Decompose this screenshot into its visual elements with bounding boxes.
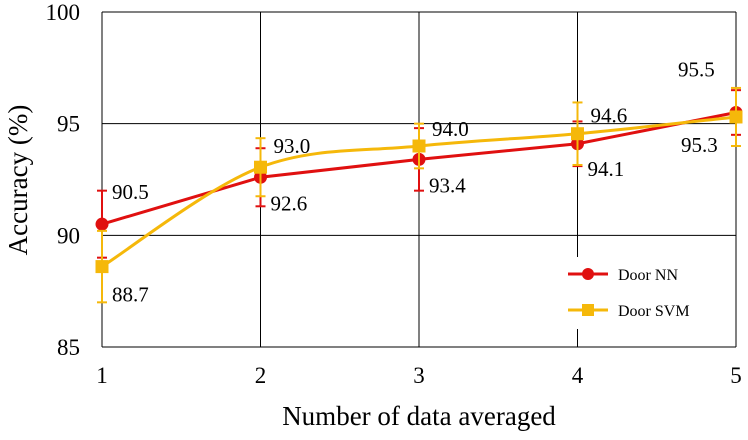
data-point bbox=[95, 260, 109, 274]
legend-swatch-marker bbox=[582, 268, 594, 280]
y-tick-label: 85 bbox=[57, 335, 80, 360]
x-tick-label: 5 bbox=[730, 363, 742, 388]
legend-label: Door SVM bbox=[618, 303, 690, 320]
data-label: 93.4 bbox=[429, 173, 466, 197]
data-point bbox=[571, 127, 584, 141]
data-point bbox=[254, 160, 267, 174]
data-label: 92.6 bbox=[271, 191, 308, 215]
data-series bbox=[95, 86, 743, 304]
x-tick-label: 3 bbox=[413, 363, 425, 388]
y-tick-label: 90 bbox=[57, 223, 80, 248]
data-label: 94.0 bbox=[432, 117, 469, 141]
x-tick-label: 1 bbox=[96, 363, 108, 388]
data-point bbox=[95, 217, 109, 231]
x-axis-title: Number of data averaged bbox=[282, 401, 556, 431]
data-label: 95.5 bbox=[678, 58, 715, 82]
data-label: 93.0 bbox=[274, 134, 311, 158]
data-label: 88.7 bbox=[112, 283, 149, 307]
y-axis-title: Accuracy (%) bbox=[3, 105, 33, 256]
data-label: 94.6 bbox=[591, 104, 628, 128]
gridlines bbox=[101, 11, 737, 348]
data-point bbox=[729, 110, 743, 124]
data-label: 94.1 bbox=[588, 157, 625, 181]
y-tick-label: 95 bbox=[57, 112, 80, 137]
legend-label: Door NN bbox=[618, 267, 678, 284]
y-tick-label: 100 bbox=[46, 0, 81, 25]
x-tick-label: 2 bbox=[255, 363, 267, 388]
legend-swatch-marker bbox=[582, 304, 594, 316]
tick-labels: 1 2 3 4 5 85 90 95 100 bbox=[46, 0, 742, 388]
series-door-svm bbox=[95, 86, 743, 304]
x-tick-label: 4 bbox=[572, 363, 584, 388]
data-labels: 90.5 92.6 93.4 94.1 95.5 88.7 93.0 94.0 94.6 95.3 bbox=[112, 58, 718, 307]
data-label: 90.5 bbox=[112, 180, 149, 204]
data-label: 95.3 bbox=[681, 133, 718, 157]
legend-box bbox=[556, 257, 726, 329]
data-point bbox=[412, 139, 426, 153]
legend: Door NN Door SVM bbox=[556, 257, 726, 329]
